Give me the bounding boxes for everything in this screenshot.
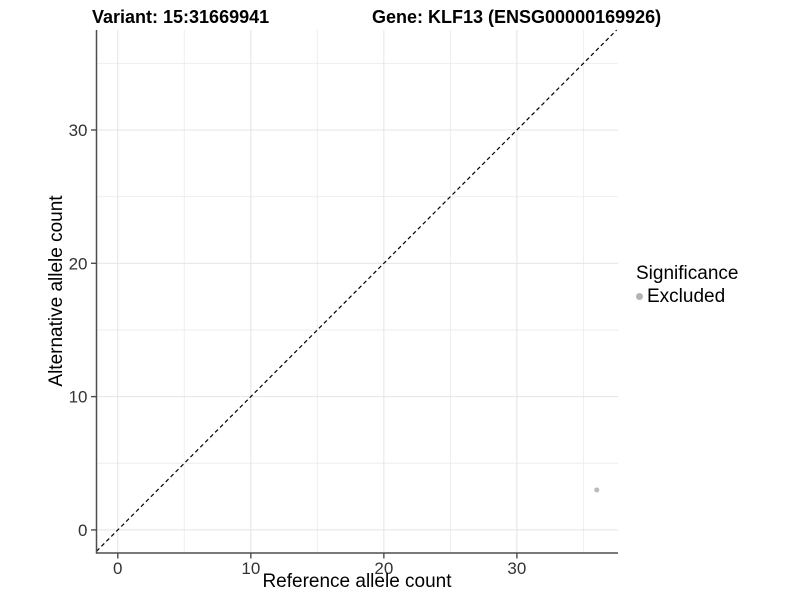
legend-dot-icon bbox=[636, 293, 643, 300]
svg-text:10: 10 bbox=[69, 388, 88, 407]
legend: Significance Excluded bbox=[636, 262, 738, 308]
major-gridlines bbox=[96, 30, 618, 553]
x-axis-label: Reference allele count bbox=[262, 571, 452, 592]
svg-text:10: 10 bbox=[241, 559, 260, 578]
svg-text:30: 30 bbox=[507, 559, 526, 578]
identity-line bbox=[96, 29, 618, 552]
svg-text:20: 20 bbox=[69, 254, 88, 273]
svg-text:20: 20 bbox=[374, 559, 393, 578]
data-points bbox=[594, 487, 600, 493]
variant-title: Variant: 15:31669941 bbox=[92, 7, 270, 27]
y-axis-ticks: 0 10 20 30 bbox=[69, 121, 97, 540]
x-axis-ticks: 0 10 20 30 bbox=[113, 553, 526, 578]
data-point bbox=[594, 487, 600, 493]
svg-text:0: 0 bbox=[113, 559, 122, 578]
svg-text:30: 30 bbox=[69, 121, 88, 140]
y-axis-label: Alternative allele count bbox=[46, 195, 67, 387]
gene-title: Gene: KLF13 (ENSG00000169926) bbox=[372, 7, 662, 27]
legend-item-excluded: Excluded bbox=[636, 285, 738, 308]
axis-lines bbox=[95, 30, 618, 554]
legend-item-label: Excluded bbox=[647, 286, 726, 307]
legend-title: Significance bbox=[636, 263, 739, 284]
minor-gridlines bbox=[96, 30, 618, 553]
svg-text:0: 0 bbox=[78, 521, 87, 540]
